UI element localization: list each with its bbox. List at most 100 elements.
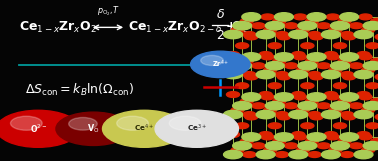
Circle shape [273, 138, 286, 144]
Circle shape [331, 102, 349, 110]
Circle shape [366, 43, 378, 49]
Circle shape [233, 22, 252, 30]
Circle shape [235, 83, 249, 89]
Circle shape [264, 107, 277, 113]
Circle shape [301, 83, 314, 89]
Circle shape [231, 107, 244, 113]
Text: Ce$^{4+}$: Ce$^{4+}$ [134, 123, 154, 134]
Circle shape [265, 102, 284, 110]
Circle shape [298, 142, 317, 150]
Circle shape [289, 70, 308, 79]
Circle shape [308, 112, 321, 117]
Text: O$_2$: O$_2$ [231, 20, 249, 35]
Circle shape [371, 98, 378, 104]
Circle shape [321, 30, 340, 39]
Circle shape [338, 58, 351, 64]
Circle shape [341, 152, 354, 157]
Circle shape [268, 123, 281, 129]
Circle shape [276, 152, 288, 157]
Circle shape [363, 102, 378, 110]
Circle shape [331, 62, 349, 70]
Circle shape [308, 32, 321, 37]
Circle shape [340, 53, 359, 61]
Circle shape [329, 107, 342, 113]
Circle shape [338, 98, 351, 104]
Circle shape [366, 123, 378, 129]
Circle shape [235, 43, 249, 49]
Circle shape [331, 22, 349, 30]
Circle shape [357, 132, 370, 137]
Circle shape [240, 98, 253, 104]
Circle shape [226, 52, 240, 57]
Circle shape [243, 112, 256, 117]
Circle shape [265, 22, 284, 30]
Circle shape [245, 34, 258, 40]
Text: Zr$^{4+}$: Zr$^{4+}$ [212, 59, 229, 70]
Circle shape [256, 30, 275, 39]
Circle shape [256, 70, 275, 79]
Circle shape [317, 63, 330, 69]
Circle shape [310, 34, 323, 40]
Circle shape [305, 138, 319, 144]
Circle shape [233, 102, 252, 110]
Circle shape [223, 70, 242, 79]
Circle shape [289, 150, 308, 159]
Circle shape [333, 43, 347, 49]
Circle shape [366, 83, 378, 89]
Circle shape [317, 103, 330, 109]
Circle shape [231, 67, 244, 73]
Circle shape [277, 74, 290, 80]
Circle shape [359, 94, 372, 100]
Circle shape [354, 150, 373, 159]
Circle shape [273, 18, 286, 24]
Circle shape [298, 22, 317, 30]
Circle shape [256, 110, 275, 119]
Circle shape [305, 58, 319, 64]
Circle shape [226, 92, 240, 97]
Text: Ce$_{1-x}$Zr$_x$O$_2$: Ce$_{1-x}$Zr$_x$O$_2$ [19, 20, 97, 35]
Circle shape [268, 83, 281, 89]
Circle shape [317, 143, 330, 149]
Circle shape [245, 114, 258, 120]
Circle shape [256, 150, 275, 159]
Circle shape [226, 132, 240, 137]
Circle shape [11, 116, 42, 130]
Circle shape [285, 143, 297, 149]
Circle shape [296, 67, 309, 73]
Circle shape [276, 32, 288, 37]
Circle shape [317, 23, 330, 29]
Circle shape [201, 55, 223, 66]
Circle shape [274, 93, 293, 101]
Text: Ce$_{1-x}$Zr$_x$O$_{2-\delta}$ +: Ce$_{1-x}$Zr$_x$O$_{2-\delta}$ + [128, 20, 237, 35]
Circle shape [361, 107, 375, 113]
Circle shape [361, 27, 375, 33]
Circle shape [307, 53, 326, 61]
Text: $\delta$: $\delta$ [216, 8, 225, 21]
Circle shape [350, 103, 363, 109]
Circle shape [305, 98, 319, 104]
Circle shape [342, 114, 356, 120]
Circle shape [371, 138, 378, 144]
Circle shape [329, 67, 342, 73]
Circle shape [233, 62, 252, 70]
Circle shape [169, 116, 201, 130]
Circle shape [223, 110, 242, 119]
Circle shape [285, 63, 297, 69]
Circle shape [324, 92, 338, 97]
Circle shape [264, 147, 277, 153]
Circle shape [102, 110, 186, 147]
Circle shape [350, 63, 363, 69]
Circle shape [292, 92, 305, 97]
Circle shape [273, 58, 286, 64]
Circle shape [294, 134, 307, 140]
Circle shape [375, 114, 378, 120]
Circle shape [289, 110, 308, 119]
Circle shape [240, 18, 253, 24]
Circle shape [155, 110, 239, 147]
Circle shape [243, 152, 256, 157]
Circle shape [245, 74, 258, 80]
Circle shape [231, 27, 244, 33]
Circle shape [340, 93, 359, 101]
Text: V$_{\rm O}$: V$_{\rm O}$ [87, 123, 100, 135]
Circle shape [223, 150, 242, 159]
